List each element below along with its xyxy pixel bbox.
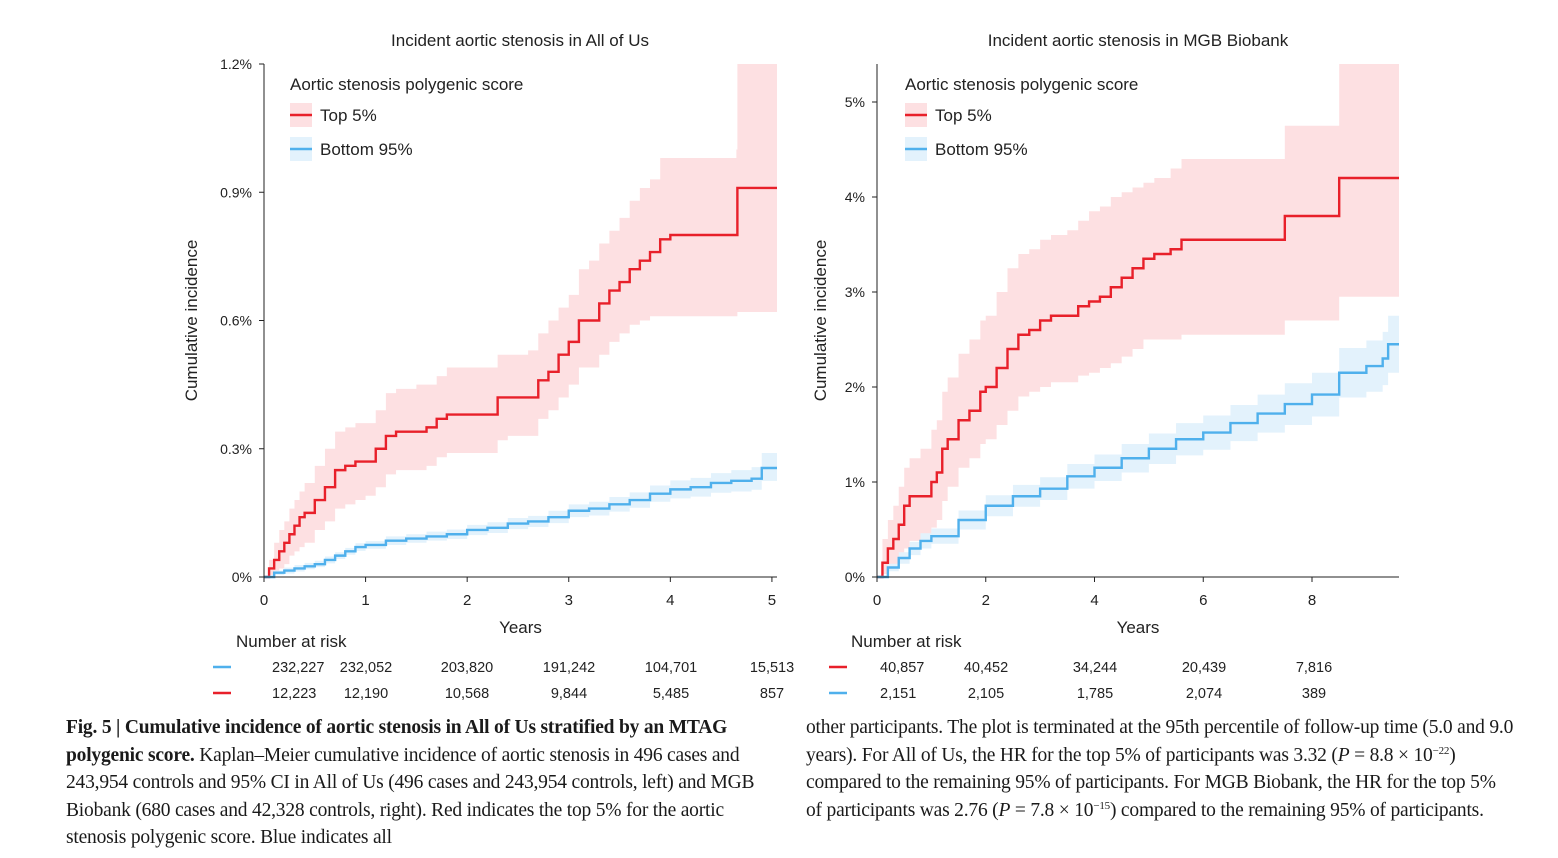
y-tick-label: 0.9% xyxy=(220,184,252,200)
p1-value: = 8.8 × 10 xyxy=(1349,744,1433,766)
risk-value: 389 xyxy=(1302,686,1326,702)
p2-value: = 7.8 × 10 xyxy=(1010,799,1094,821)
risk-value: 40,857 xyxy=(880,660,924,676)
risk-value: 34,244 xyxy=(1073,660,1117,676)
chart-2: 0 2 4 6 8 0% 1% 2% 3% 4% 5% Incident aortic stenosi… xyxy=(811,31,1399,702)
series-line-red xyxy=(877,176,1399,579)
chart-1: 0 1 2 3 4 5 0% 0.3% 0.6% 0.9% 1.2% Incident aortic … xyxy=(182,31,794,702)
risk-value: 191,242 xyxy=(543,660,595,676)
figure-title: Cumulative incidence of aortic stenosis … xyxy=(66,717,728,766)
y-tick-label: 1% xyxy=(845,474,865,490)
risk-value: 40,452 xyxy=(964,660,1008,676)
caption-right-part2: ) compared to the remaining 95% of parti… xyxy=(806,744,1496,821)
y-tick-label: 0.6% xyxy=(220,313,252,329)
risk-value: 1,785 xyxy=(1077,686,1113,702)
p-symbol-2: P xyxy=(998,799,1011,821)
p-symbol-1: P xyxy=(1337,744,1350,766)
x-tick-label: 1 xyxy=(361,592,369,609)
x-axis-label: Years xyxy=(499,618,542,637)
ci-band-red xyxy=(877,64,1399,577)
y-axis-label: Cumulative incidence xyxy=(811,240,830,402)
figure-label: Fig. 5 | xyxy=(66,717,125,738)
y-tick-label: 2% xyxy=(845,379,865,395)
legend-label-blue: Bottom 95% xyxy=(935,140,1028,159)
chart-title: Incident aortic stenosis in All of Us xyxy=(391,31,649,50)
x-tick-label: 2 xyxy=(982,592,990,609)
y-tick-label: 5% xyxy=(845,94,865,110)
y-axis-label: Cumulative incidence xyxy=(182,240,201,402)
risk-value: 203,820 xyxy=(441,660,493,676)
y-tick-label: 0% xyxy=(845,569,865,585)
chart-title: Incident aortic stenosis in MGB Biobank xyxy=(988,31,1289,50)
risk-value: 232,052 xyxy=(340,660,392,676)
risk-value: 9,844 xyxy=(551,686,587,702)
ci-band-blue xyxy=(877,315,1399,577)
series-line-blue xyxy=(877,343,1399,579)
x-tick-label: 0 xyxy=(873,592,881,609)
x-tick-label: 6 xyxy=(1199,592,1207,609)
legend-label-red: Top 5% xyxy=(935,106,992,125)
risk-value: 7,816 xyxy=(1296,660,1332,676)
p1-exponent: −22 xyxy=(1432,744,1450,757)
risk-value: 2,074 xyxy=(1186,686,1222,702)
x-axis-label: Years xyxy=(1117,618,1160,637)
legend-title: Aortic stenosis polygenic score xyxy=(290,75,523,94)
risk-value: 857 xyxy=(760,686,784,702)
risk-value: 232,227 xyxy=(272,660,324,676)
x-tick-label: 4 xyxy=(1090,592,1098,609)
caption-right: other participants. The plot is terminat… xyxy=(806,714,1516,824)
x-tick-label: 3 xyxy=(565,592,573,609)
risk-value: 2,151 xyxy=(880,686,916,702)
risk-value: 2,105 xyxy=(968,686,1004,702)
x-tick-label: 5 xyxy=(768,592,776,609)
risk-table-title: Number at risk xyxy=(236,632,347,651)
x-tick-label: 8 xyxy=(1308,592,1316,609)
ci-band-red xyxy=(264,64,777,577)
x-tick-label: 0 xyxy=(260,592,268,609)
caption-right-part1: other participants. The plot is terminat… xyxy=(806,717,1514,766)
caption-left-text: Kaplan–Meier cumulative incidence of aor… xyxy=(66,744,755,849)
series-line-blue xyxy=(264,466,777,579)
risk-table-title: Number at risk xyxy=(851,632,962,651)
risk-value: 12,190 xyxy=(344,686,388,702)
caption-right-part3: ) compared to the remaining 95% of parti… xyxy=(1109,799,1484,821)
y-tick-label: 1.2% xyxy=(220,56,252,72)
p2-exponent: −15 xyxy=(1093,799,1110,812)
y-tick-label: 3% xyxy=(845,284,865,300)
risk-value: 104,701 xyxy=(645,660,697,676)
series-line-red xyxy=(264,186,777,579)
legend-label-blue: Bottom 95% xyxy=(320,140,413,159)
legend-label-red: Top 5% xyxy=(320,106,377,125)
x-tick-label: 2 xyxy=(463,592,471,609)
y-tick-label: 4% xyxy=(845,189,865,205)
y-tick-label: 0% xyxy=(232,569,252,585)
figure-svg: 0 1 2 3 4 5 0% 0.3% 0.6% 0.9% 1.2% Incident aortic … xyxy=(182,31,1399,702)
y-tick-label: 0.3% xyxy=(220,441,252,457)
risk-value: 10,568 xyxy=(445,686,489,702)
risk-value: 20,439 xyxy=(1182,660,1226,676)
risk-value: 15,513 xyxy=(750,660,794,676)
risk-value: 12,223 xyxy=(272,686,316,702)
x-tick-label: 4 xyxy=(666,592,674,609)
risk-value: 5,485 xyxy=(653,686,689,702)
caption-left: Fig. 5 | Cumulative incidence of aortic … xyxy=(66,714,766,852)
legend-title: Aortic stenosis polygenic score xyxy=(905,75,1138,94)
